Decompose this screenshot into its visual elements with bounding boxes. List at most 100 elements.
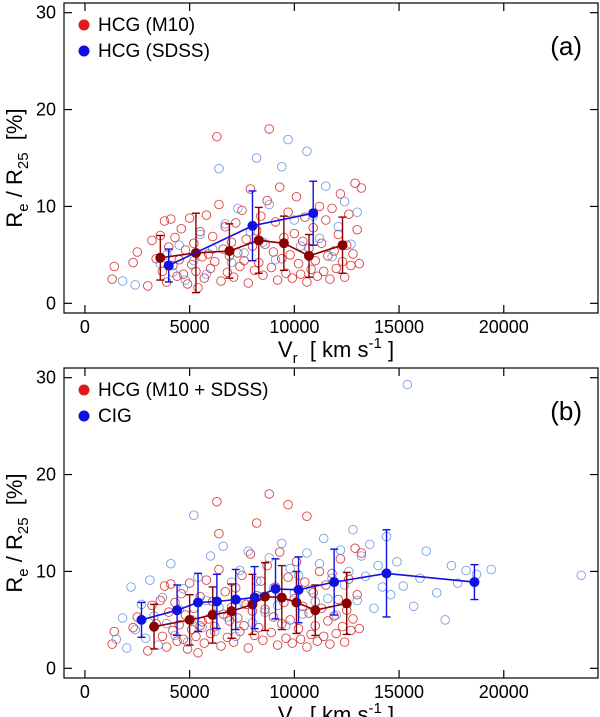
data-point xyxy=(312,271,323,281)
data-point xyxy=(327,568,337,579)
data-point xyxy=(201,210,212,220)
data-point xyxy=(287,273,298,283)
data-point xyxy=(339,196,350,207)
data-point xyxy=(295,634,306,645)
mean-point xyxy=(253,235,264,246)
data-point xyxy=(369,603,379,614)
data-point xyxy=(159,581,170,591)
x-tick-label: 20000 xyxy=(479,682,529,702)
data-point xyxy=(283,572,293,583)
data-point xyxy=(111,634,122,645)
data-point xyxy=(239,620,249,631)
x-axis-label: Vr [ km s-1 ] xyxy=(278,335,394,367)
data-point xyxy=(268,612,279,622)
data-point xyxy=(258,270,268,280)
data-point xyxy=(212,131,222,142)
data-point xyxy=(176,588,187,599)
data-point xyxy=(235,261,245,272)
data-point xyxy=(205,551,216,561)
data-point xyxy=(415,573,425,583)
panel-label: (b) xyxy=(550,396,582,426)
data-point xyxy=(314,201,325,212)
data-point xyxy=(339,580,350,590)
legend-label: HCG (M10) xyxy=(98,15,195,36)
data-point xyxy=(323,251,333,261)
data-point xyxy=(452,578,463,588)
mean-point xyxy=(276,592,287,603)
data-point xyxy=(214,199,224,210)
legend-marker xyxy=(78,45,90,57)
data-point xyxy=(235,565,245,576)
y-axis-label: Re / R25 [%] xyxy=(2,473,32,592)
data-point xyxy=(291,191,302,202)
y-axis-label: Re / R25 [%] xyxy=(2,108,32,227)
data-point xyxy=(210,621,220,632)
data-point xyxy=(348,614,358,624)
data-point xyxy=(314,566,325,577)
data-point xyxy=(128,622,138,633)
data-point xyxy=(285,250,295,260)
data-point xyxy=(385,589,396,600)
mean-point xyxy=(224,246,235,256)
data-point xyxy=(166,214,176,224)
data-point xyxy=(237,205,247,216)
data-point xyxy=(321,215,331,225)
data-point xyxy=(143,281,153,291)
data-point xyxy=(170,232,180,243)
data-point xyxy=(325,639,335,649)
data-point xyxy=(268,247,279,257)
data-point xyxy=(122,643,132,653)
data-point xyxy=(147,235,157,246)
data-point xyxy=(356,548,367,558)
data-point xyxy=(277,253,287,264)
data-point xyxy=(193,648,203,658)
data-point xyxy=(243,546,254,556)
data-point xyxy=(143,646,153,656)
data-point xyxy=(576,570,586,581)
data-point xyxy=(166,579,176,589)
mean-point xyxy=(381,568,392,579)
data-point xyxy=(402,379,413,390)
mean-point xyxy=(341,598,352,609)
data-point xyxy=(212,496,222,507)
data-point xyxy=(210,256,220,267)
legend-label: HCG (SDSS) xyxy=(98,41,210,62)
mean-point xyxy=(469,577,480,588)
data-point xyxy=(283,134,293,145)
y-tick-label: 30 xyxy=(36,368,56,388)
data-point xyxy=(348,525,358,535)
data-point xyxy=(333,594,344,605)
data-point xyxy=(408,601,419,612)
data-point xyxy=(302,511,312,521)
data-point xyxy=(264,124,274,134)
data-point xyxy=(323,593,333,604)
series-line xyxy=(153,595,347,628)
data-point xyxy=(323,616,333,626)
data-point xyxy=(310,255,321,266)
data-point xyxy=(325,274,335,284)
data-point xyxy=(174,619,184,630)
data-point xyxy=(216,276,226,286)
data-point xyxy=(272,640,283,650)
data-point xyxy=(348,249,358,259)
legend-marker xyxy=(78,19,90,31)
mean-point xyxy=(207,610,218,621)
data-point xyxy=(199,638,210,648)
data-point xyxy=(308,588,318,598)
data-point xyxy=(117,276,128,286)
data-point xyxy=(440,615,450,625)
mean-point xyxy=(155,252,166,263)
data-point xyxy=(189,510,199,521)
data-point xyxy=(207,231,218,242)
data-point xyxy=(184,578,195,588)
x-tick-label: 0 xyxy=(80,317,90,337)
data-point xyxy=(314,558,325,569)
data-point xyxy=(251,153,262,163)
data-point xyxy=(318,533,329,544)
data-point xyxy=(174,240,184,250)
data-point xyxy=(302,642,312,652)
data-point xyxy=(335,189,346,199)
mean-point xyxy=(291,597,302,608)
data-point xyxy=(329,246,339,256)
